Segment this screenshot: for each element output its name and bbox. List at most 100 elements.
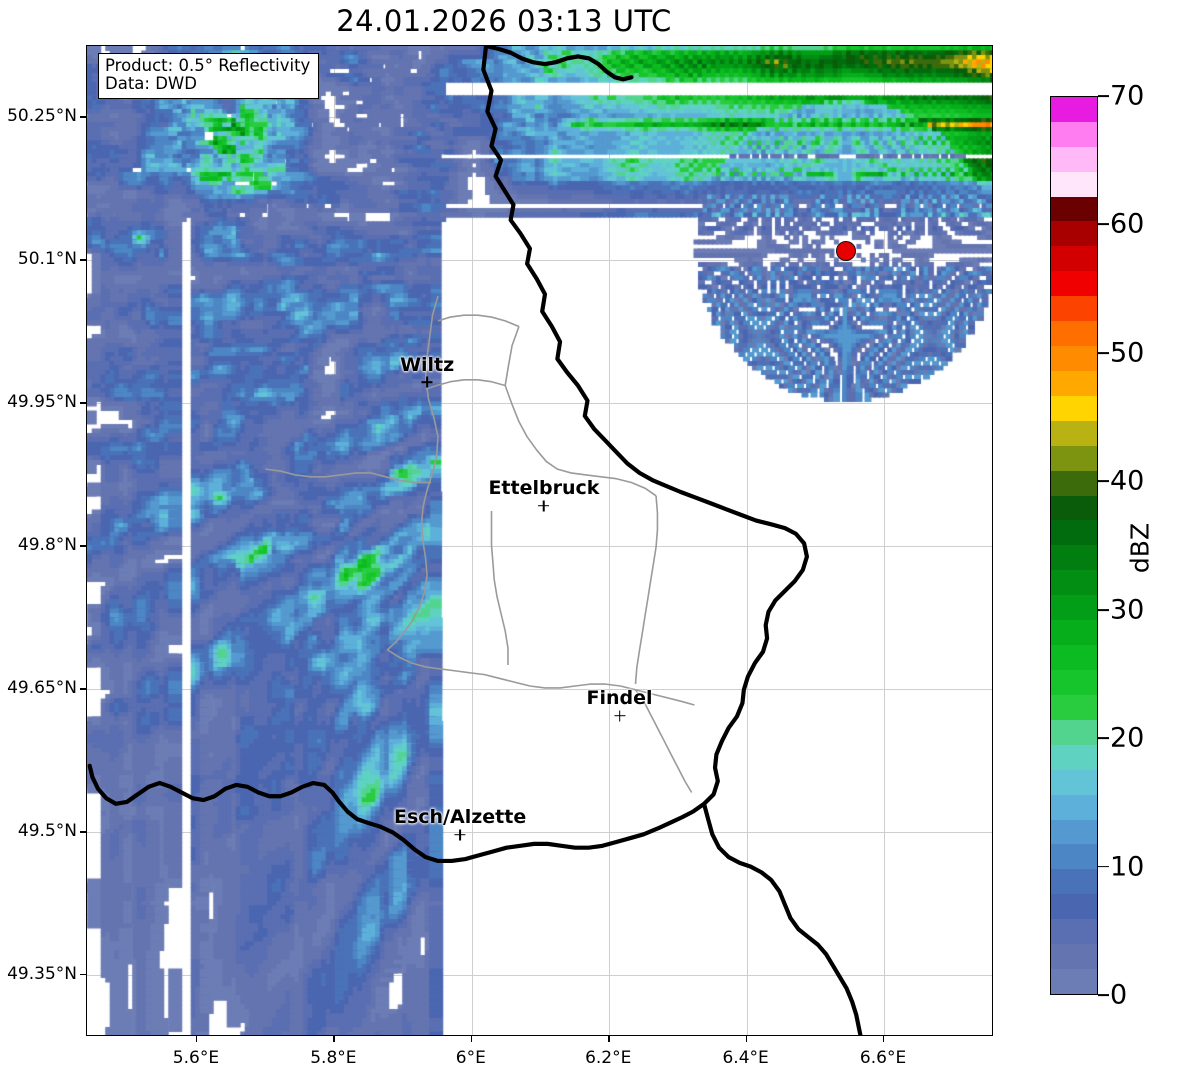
colorbar-tick-mark — [1098, 994, 1109, 996]
colorbar-tick-mark — [1098, 351, 1109, 354]
colorbar-band — [1051, 969, 1097, 994]
colorbar-band — [1051, 520, 1097, 546]
colorbar-band — [1051, 420, 1097, 446]
colorbar-band — [1051, 196, 1097, 222]
y-tick-label: 49.65°N — [7, 678, 77, 699]
colorbar-band — [1051, 769, 1097, 795]
x-tick-mark — [333, 1036, 335, 1042]
colorbar-band — [1051, 819, 1097, 845]
city-marker-wiltz: Wiltz — [400, 354, 454, 389]
x-tick-label: 6.6°E — [859, 1048, 907, 1068]
colorbar-band — [1051, 121, 1097, 147]
country-border-path — [87, 46, 810, 864]
colorbar — [1050, 96, 1098, 995]
colorbar-band — [1051, 620, 1097, 646]
y-tick-mark — [80, 688, 86, 690]
city-marker-findel: Findel — [587, 687, 653, 722]
y-tick-label: 50.1°N — [17, 249, 77, 270]
colorbar-tick-mark — [1098, 608, 1109, 611]
internal-border-path — [437, 314, 520, 328]
radar-map-plot[interactable]: Product: 0.5° Reflectivity Data: DWD Wil… — [86, 45, 993, 1036]
colorbar-tick-label: 40 — [1110, 465, 1145, 497]
colorbar-tick-mark — [1098, 480, 1109, 483]
colorbar-band — [1051, 495, 1097, 521]
internal-border-path — [634, 689, 693, 793]
colorbar-band — [1051, 321, 1097, 347]
colorbar-band — [1051, 146, 1097, 172]
colorbar-band — [1051, 719, 1097, 745]
y-tick-label: 49.95°N — [7, 392, 77, 413]
colorbar-band — [1051, 296, 1097, 322]
colorbar-band — [1051, 445, 1097, 471]
internal-border-path — [504, 326, 657, 497]
city-cross-icon — [488, 499, 599, 512]
internal-border-lines — [265, 295, 695, 793]
city-label: Wiltz — [400, 353, 455, 376]
colorbar-tick-mark — [1098, 95, 1109, 97]
internal-border-path — [490, 511, 509, 666]
city-cross-icon — [400, 376, 454, 389]
y-tick-label: 50.25°N — [7, 106, 77, 127]
radar-site-icon — [836, 240, 857, 261]
page-title: 24.01.2026 03:13 UTC — [336, 4, 672, 38]
x-tick-mark — [883, 1036, 885, 1042]
colorbar-band — [1051, 395, 1097, 421]
x-tick-label: 6.2°E — [585, 1048, 632, 1068]
colorbar-tick-label: 0 — [1110, 979, 1128, 1011]
info-box: Product: 0.5° Reflectivity Data: DWD — [98, 53, 320, 99]
internal-border-path — [386, 649, 695, 706]
colorbar-band — [1051, 670, 1097, 695]
colorbar-band — [1051, 844, 1097, 870]
y-tick-label: 49.5°N — [17, 821, 77, 842]
country-border-lines — [87, 46, 863, 1035]
colorbar-tick-label: 30 — [1110, 594, 1145, 626]
city-marker-ettelbruck: Ettelbruck — [488, 477, 599, 512]
x-tick-label: 5.6°E — [172, 1048, 220, 1068]
y-tick-mark — [80, 116, 86, 118]
colorbar-band — [1051, 794, 1097, 820]
colorbar-tick-label: 50 — [1110, 337, 1145, 369]
colorbar-band — [1051, 894, 1097, 920]
colorbar-band — [1051, 919, 1097, 945]
y-tick-mark — [80, 545, 86, 547]
colorbar-band — [1051, 370, 1097, 396]
colorbar-band — [1051, 645, 1097, 671]
x-tick-label: 6.4°E — [722, 1048, 769, 1068]
colorbar-band — [1051, 271, 1097, 297]
colorbar-band — [1051, 545, 1097, 571]
colorbar-band — [1051, 171, 1097, 197]
colorbar-band — [1051, 570, 1097, 596]
y-tick-mark — [80, 259, 86, 261]
colorbar-tick-label: 60 — [1110, 208, 1145, 240]
x-tick-mark — [745, 1036, 748, 1042]
colorbar-band — [1051, 221, 1097, 247]
colorbar-band — [1051, 944, 1097, 970]
colorbar-tick-mark — [1098, 737, 1109, 740]
colorbar-tick-label: 20 — [1110, 722, 1145, 754]
x-tick-mark — [470, 1036, 473, 1042]
city-label: Esch/Alzette — [393, 806, 527, 829]
x-tick-mark — [608, 1036, 610, 1042]
map-borders-layer — [87, 46, 863, 1035]
info-product: Product: 0.5° Reflectivity — [105, 56, 311, 75]
colorbar-band — [1051, 869, 1097, 895]
colorbar-band — [1051, 246, 1097, 272]
city-cross-icon — [587, 709, 653, 722]
city-cross-icon — [394, 828, 526, 841]
internal-border-path — [634, 495, 659, 685]
colorbar-band — [1051, 96, 1097, 122]
colorbar-band — [1051, 470, 1097, 496]
info-data-source: Data: DWD — [105, 74, 197, 94]
y-tick-mark — [80, 974, 86, 976]
colorbar-band — [1051, 595, 1097, 621]
x-tick-mark — [195, 1036, 198, 1042]
y-tick-mark — [80, 402, 86, 404]
city-marker-esch-alzette: Esch/Alzette — [394, 806, 526, 841]
colorbar-band — [1051, 744, 1097, 770]
colorbar-band — [1051, 346, 1097, 371]
y-tick-label: 49.35°N — [7, 964, 77, 985]
y-tick-mark — [80, 831, 86, 833]
colorbar-band — [1051, 694, 1097, 720]
x-tick-label: 6°E — [455, 1048, 486, 1068]
internal-border-path — [386, 295, 439, 651]
